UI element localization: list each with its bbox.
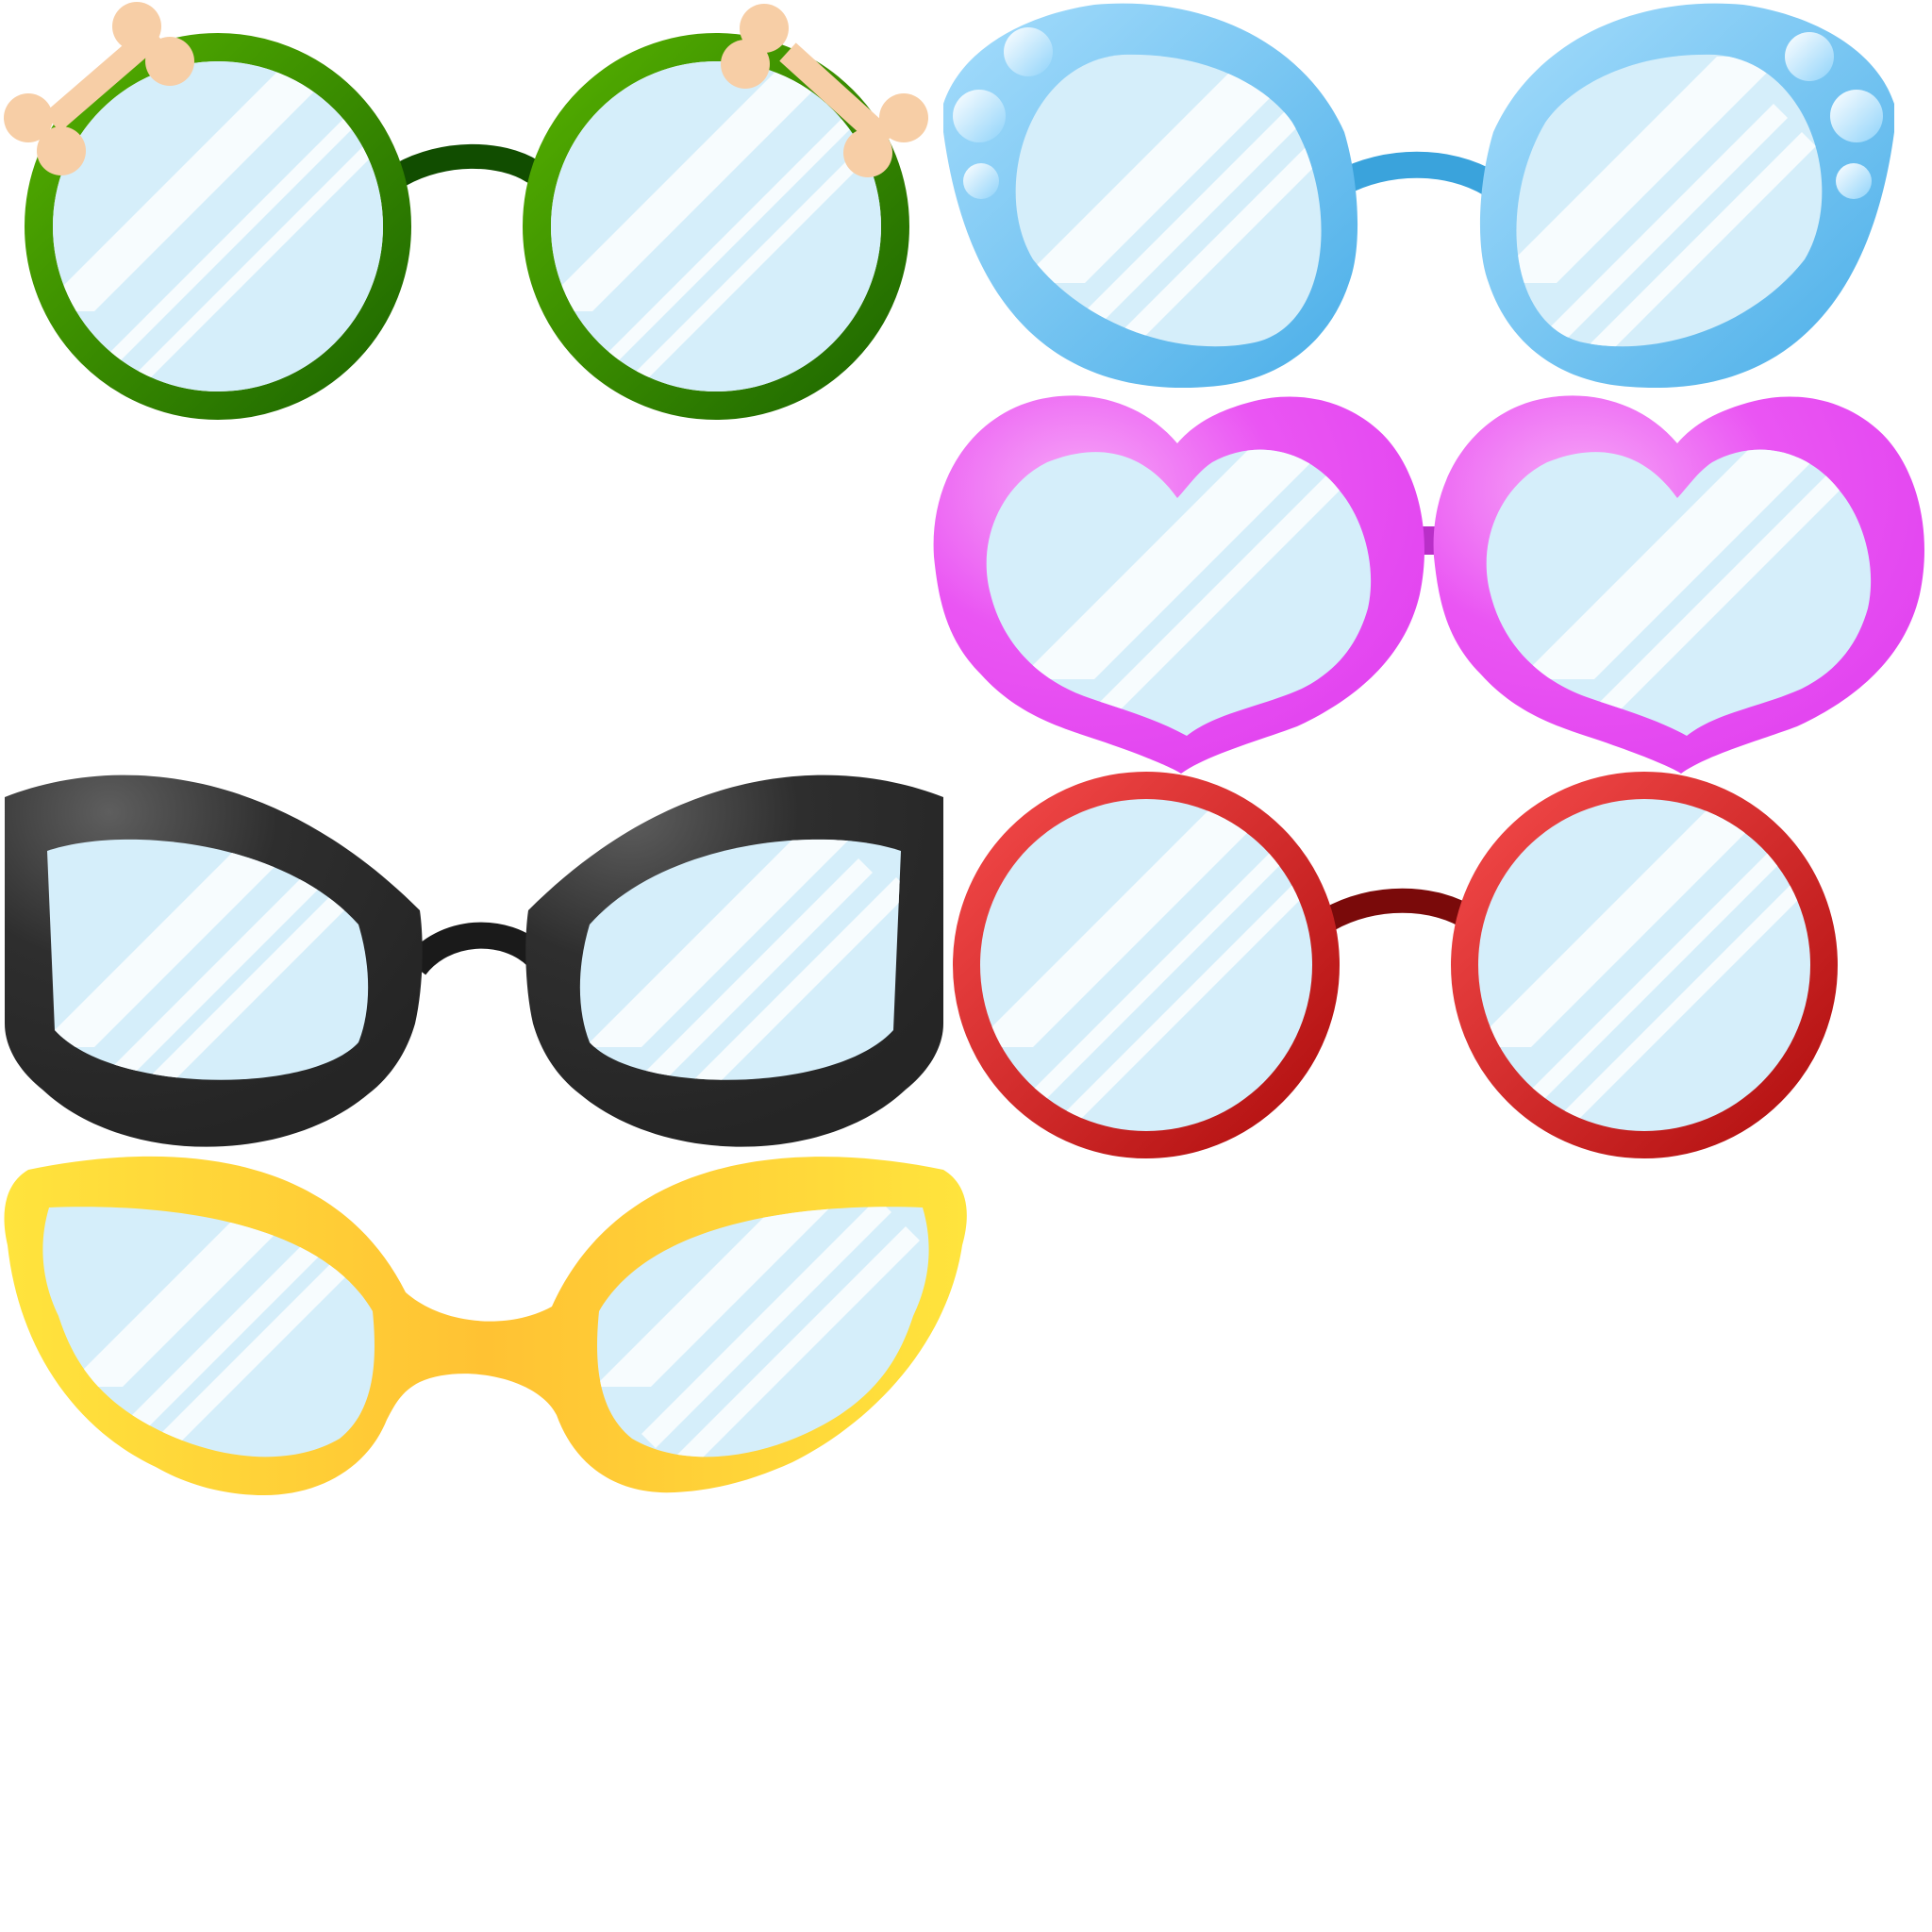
blue-lens-left bbox=[1015, 54, 1322, 347]
green-round-glasses bbox=[4, 2, 928, 420]
blue-bubble-glasses bbox=[943, 3, 1894, 389]
blue-lens-right bbox=[1516, 54, 1823, 347]
black-cateye-glasses bbox=[5, 774, 943, 1147]
red-frame-left bbox=[953, 772, 1340, 1158]
pink-heart-glasses bbox=[933, 395, 1924, 774]
red-bridge bbox=[1322, 888, 1479, 931]
red-lens-right bbox=[1478, 799, 1810, 1131]
red-frame-right bbox=[1451, 772, 1838, 1158]
red-round-glasses bbox=[953, 772, 1838, 1158]
bone-icon bbox=[4, 2, 194, 175]
bubble-icon bbox=[1785, 32, 1883, 199]
green-bridge bbox=[389, 143, 545, 187]
blue-bridge bbox=[1333, 151, 1498, 196]
bubble-icon bbox=[953, 27, 1053, 199]
green-frame-left bbox=[25, 33, 411, 420]
yellow-sport-glasses bbox=[4, 1156, 967, 1495]
red-lens-left bbox=[980, 799, 1312, 1131]
green-lens-right bbox=[551, 61, 881, 391]
green-frame-right bbox=[523, 33, 909, 420]
bone-icon bbox=[721, 4, 928, 177]
green-lens-left bbox=[53, 61, 383, 391]
black-bridge bbox=[404, 922, 547, 976]
pink-lens-right bbox=[1486, 449, 1872, 736]
